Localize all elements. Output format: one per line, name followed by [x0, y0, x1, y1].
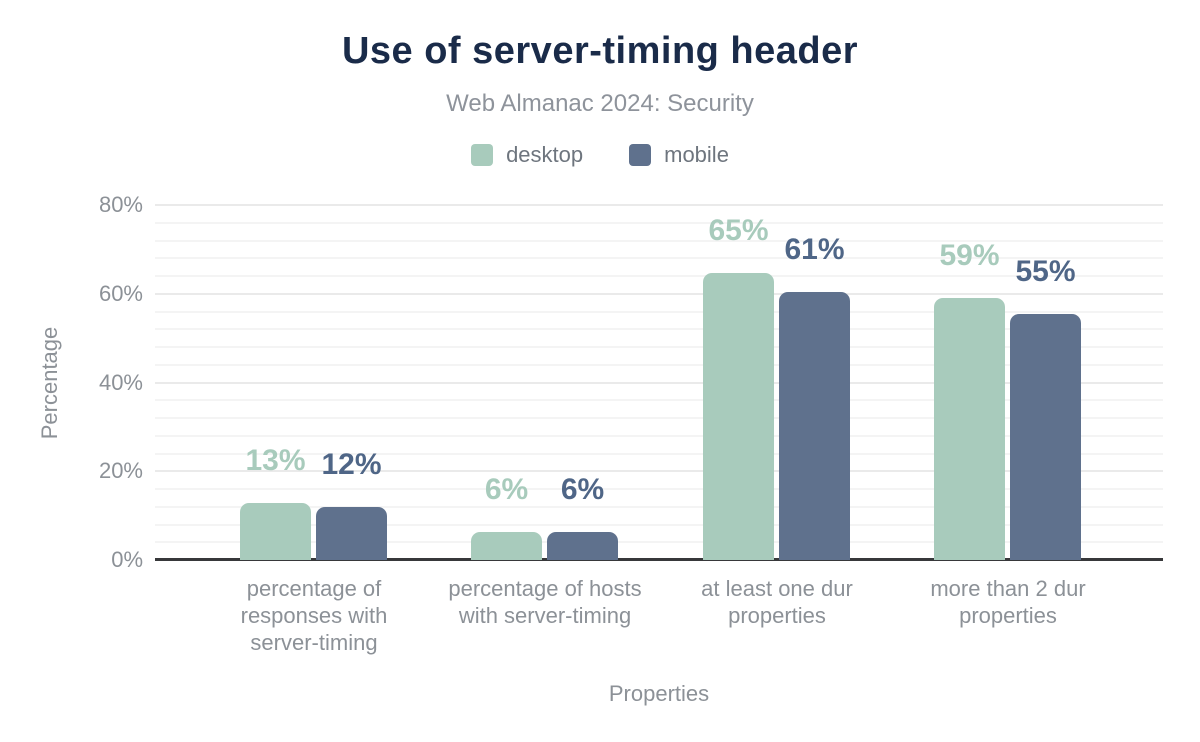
gridline-32: [155, 417, 1163, 419]
bar-mobile-2: [547, 532, 618, 560]
bar-value-mobile-2: 6%: [560, 473, 605, 506]
gridline-16: [155, 488, 1163, 490]
bar-desktop-2: [471, 532, 542, 560]
gridline-68: [155, 257, 1163, 260]
gridline-72: [155, 239, 1163, 242]
y-tick-20: 20%: [98, 458, 143, 484]
bar-value-desktop-2: 6%: [484, 473, 529, 506]
bar-value-desktop-1: 13%: [245, 444, 306, 477]
bar-value-desktop-3: 65%: [708, 214, 769, 247]
legend-swatch-desktop-icon: [471, 144, 494, 166]
bar-mobile-1: [316, 507, 387, 560]
gridline-48: [155, 346, 1163, 348]
x-axis-line: [155, 558, 1163, 561]
legend-label-desktop: desktop: [506, 142, 584, 167]
bar-value-mobile-3: 61%: [784, 233, 845, 266]
gridline-28: [155, 434, 1163, 437]
bar-desktop-3: [703, 273, 774, 560]
bar-value-desktop-4: 59%: [939, 239, 1000, 272]
gridline-56: [155, 310, 1163, 313]
x-tick-category-1: percentage of responses with server-timi…: [240, 576, 388, 655]
y-tick-60: 60%: [98, 280, 143, 306]
gridline-24: [155, 452, 1163, 455]
gridline-52: [155, 328, 1163, 331]
x-tick-category-2: percentage of hosts with server-timing: [448, 576, 642, 628]
gridline-40: [155, 381, 1163, 384]
bar-mobile-3: [779, 292, 850, 560]
x-tick-category-4: more than 2 dur properties: [930, 576, 1086, 628]
chart-subtitle: Web Almanac 2024: Security: [446, 90, 754, 117]
legend-item-mobile: mobile: [629, 142, 729, 168]
gridline-8: [155, 523, 1163, 526]
bar-desktop-1: [240, 503, 311, 560]
gridline-12: [155, 505, 1163, 508]
bar-mobile-4: [1010, 314, 1081, 560]
gridline-36: [155, 399, 1163, 402]
gridline-76: [155, 221, 1163, 224]
x-axis-title: Properties: [608, 681, 710, 706]
bar-value-mobile-1: 12%: [321, 448, 382, 481]
gridline-20: [155, 470, 1163, 473]
bar-desktop-4: [934, 298, 1005, 560]
y-tick-0: 0%: [111, 547, 143, 572]
bar-value-mobile-4: 55%: [1015, 255, 1076, 288]
gridline-60: [155, 292, 1163, 295]
legend-label-mobile: mobile: [664, 142, 729, 167]
legend: desktop mobile: [0, 142, 1200, 168]
gridline-80: [155, 204, 1163, 206]
gridline-4: [155, 541, 1163, 544]
legend-item-desktop: desktop: [471, 142, 583, 168]
gridline-44: [155, 363, 1163, 366]
chart-title: Use of server-timing header: [341, 30, 859, 72]
x-tick-category-3: at least one dur properties: [701, 576, 853, 628]
y-tick-80: 80%: [98, 192, 143, 217]
plot-area: 13% 6% 65% 59% 12% 6% 61% 55%: [155, 204, 1163, 561]
gridline-64: [155, 275, 1163, 277]
legend-swatch-mobile-icon: [629, 144, 652, 166]
y-tick-40: 40%: [98, 369, 143, 395]
